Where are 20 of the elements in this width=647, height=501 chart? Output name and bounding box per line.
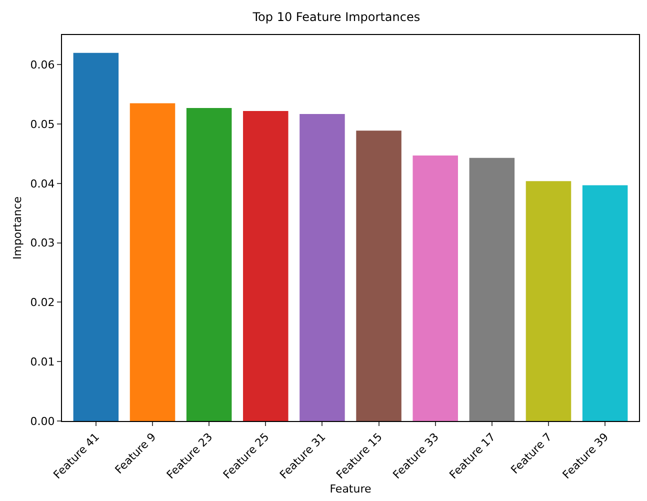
y-tick-label: 0.00 [30,414,55,428]
y-tick-label: 0.03 [30,236,55,250]
y-tick-label: 0.01 [30,355,55,368]
bar [243,111,288,421]
bar [582,185,628,421]
y-tick-label: 0.05 [30,118,55,131]
bar [73,52,119,421]
y-axis-title: Importance [10,196,24,260]
bar [469,158,515,421]
bar [412,156,458,421]
x-axis-title: Feature [330,482,372,496]
bar [130,103,176,421]
y-tick-label: 0.04 [30,177,55,190]
y-tick-label: 0.02 [30,296,55,310]
bar [186,108,232,421]
bar [300,114,345,421]
chart-title: Top 10 Feature Importances [252,10,420,24]
bar [526,181,572,421]
bar [356,130,402,421]
y-tick-label: 0.06 [30,58,55,72]
